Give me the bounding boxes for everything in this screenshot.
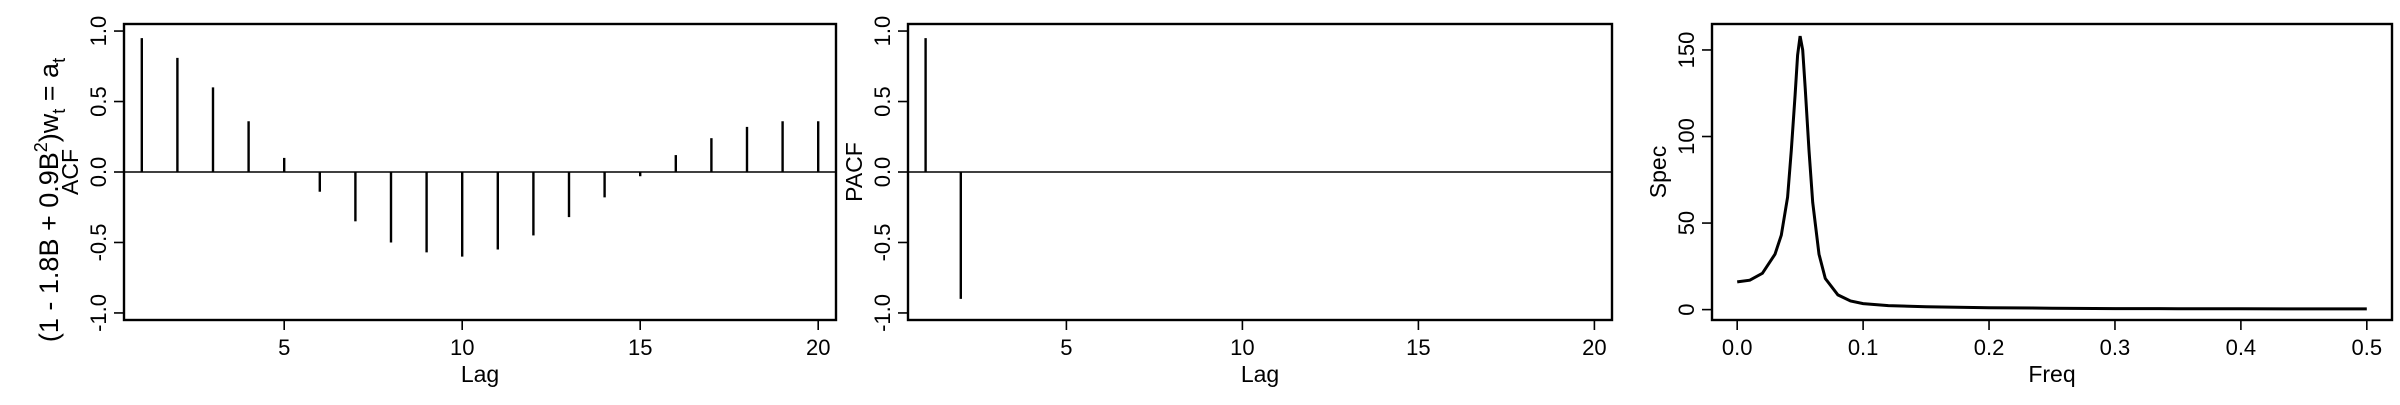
y-tick-label: 0.0 (86, 157, 111, 188)
x-tick-label: 5 (278, 335, 290, 360)
y-tick-label: 100 (1674, 118, 1699, 155)
plot-frame (1710, 22, 2394, 322)
y-tick-label: 1.0 (870, 16, 895, 47)
x-tick-label: 0.3 (2100, 335, 2131, 360)
y-tick-label: -1.0 (870, 294, 895, 332)
y-tick-label: -1.0 (86, 294, 111, 332)
x-axis-title: Lag (461, 361, 499, 387)
x-tick-label: 15 (628, 335, 652, 360)
x-axis-title: Freq (2028, 361, 2075, 387)
x-tick-label: 0.0 (1722, 335, 1753, 360)
y-tick-label: 0 (1674, 303, 1699, 315)
x-tick-label: 20 (806, 335, 830, 360)
y-axis-title: ACF (57, 149, 83, 195)
y-tick-label: 150 (1674, 32, 1699, 69)
y-axis-title: PACF (841, 142, 867, 202)
x-tick-label: 0.1 (1848, 335, 1879, 360)
x-tick-label: 10 (1230, 335, 1254, 360)
y-tick-label: -0.5 (86, 224, 111, 262)
y-tick-label: 0.0 (870, 157, 895, 188)
x-tick-label: 0.2 (1974, 335, 2005, 360)
y-tick-label: 1.0 (86, 16, 111, 47)
acf-panel: 5 10 15 20 -1.0 -0.5 0.0 0.5 1.0 Lag ACF (57, 16, 838, 387)
row-label: (1 - 1.8B + 0.9B2)wt = at (31, 58, 69, 342)
x-tick-label: 0.5 (2352, 335, 2383, 360)
pacf-panel: 5 10 15 20 -1.0 -0.5 0.0 0.5 1.0 Lag PACF (841, 16, 1614, 387)
x-axis-title: Lag (1241, 361, 1279, 387)
spectrum-line (1736, 35, 2367, 311)
y-tick-label: -0.5 (870, 224, 895, 262)
x-tick-label: 20 (1582, 335, 1606, 360)
x-tick-label: 0.4 (2226, 335, 2257, 360)
spectrum-panel: 0.0 0.1 0.2 0.3 0.4 0.5 0 50 100 150 Freq Spec (1645, 22, 2394, 387)
x-tick-label: 10 (450, 335, 474, 360)
y-tick-label: 0.5 (870, 86, 895, 117)
y-tick-label: 0.5 (86, 86, 111, 117)
x-tick-label: 5 (1060, 335, 1072, 360)
y-tick-label: 50 (1674, 211, 1699, 235)
x-tick-label: 15 (1406, 335, 1430, 360)
y-axis-title: Spec (1645, 146, 1671, 198)
